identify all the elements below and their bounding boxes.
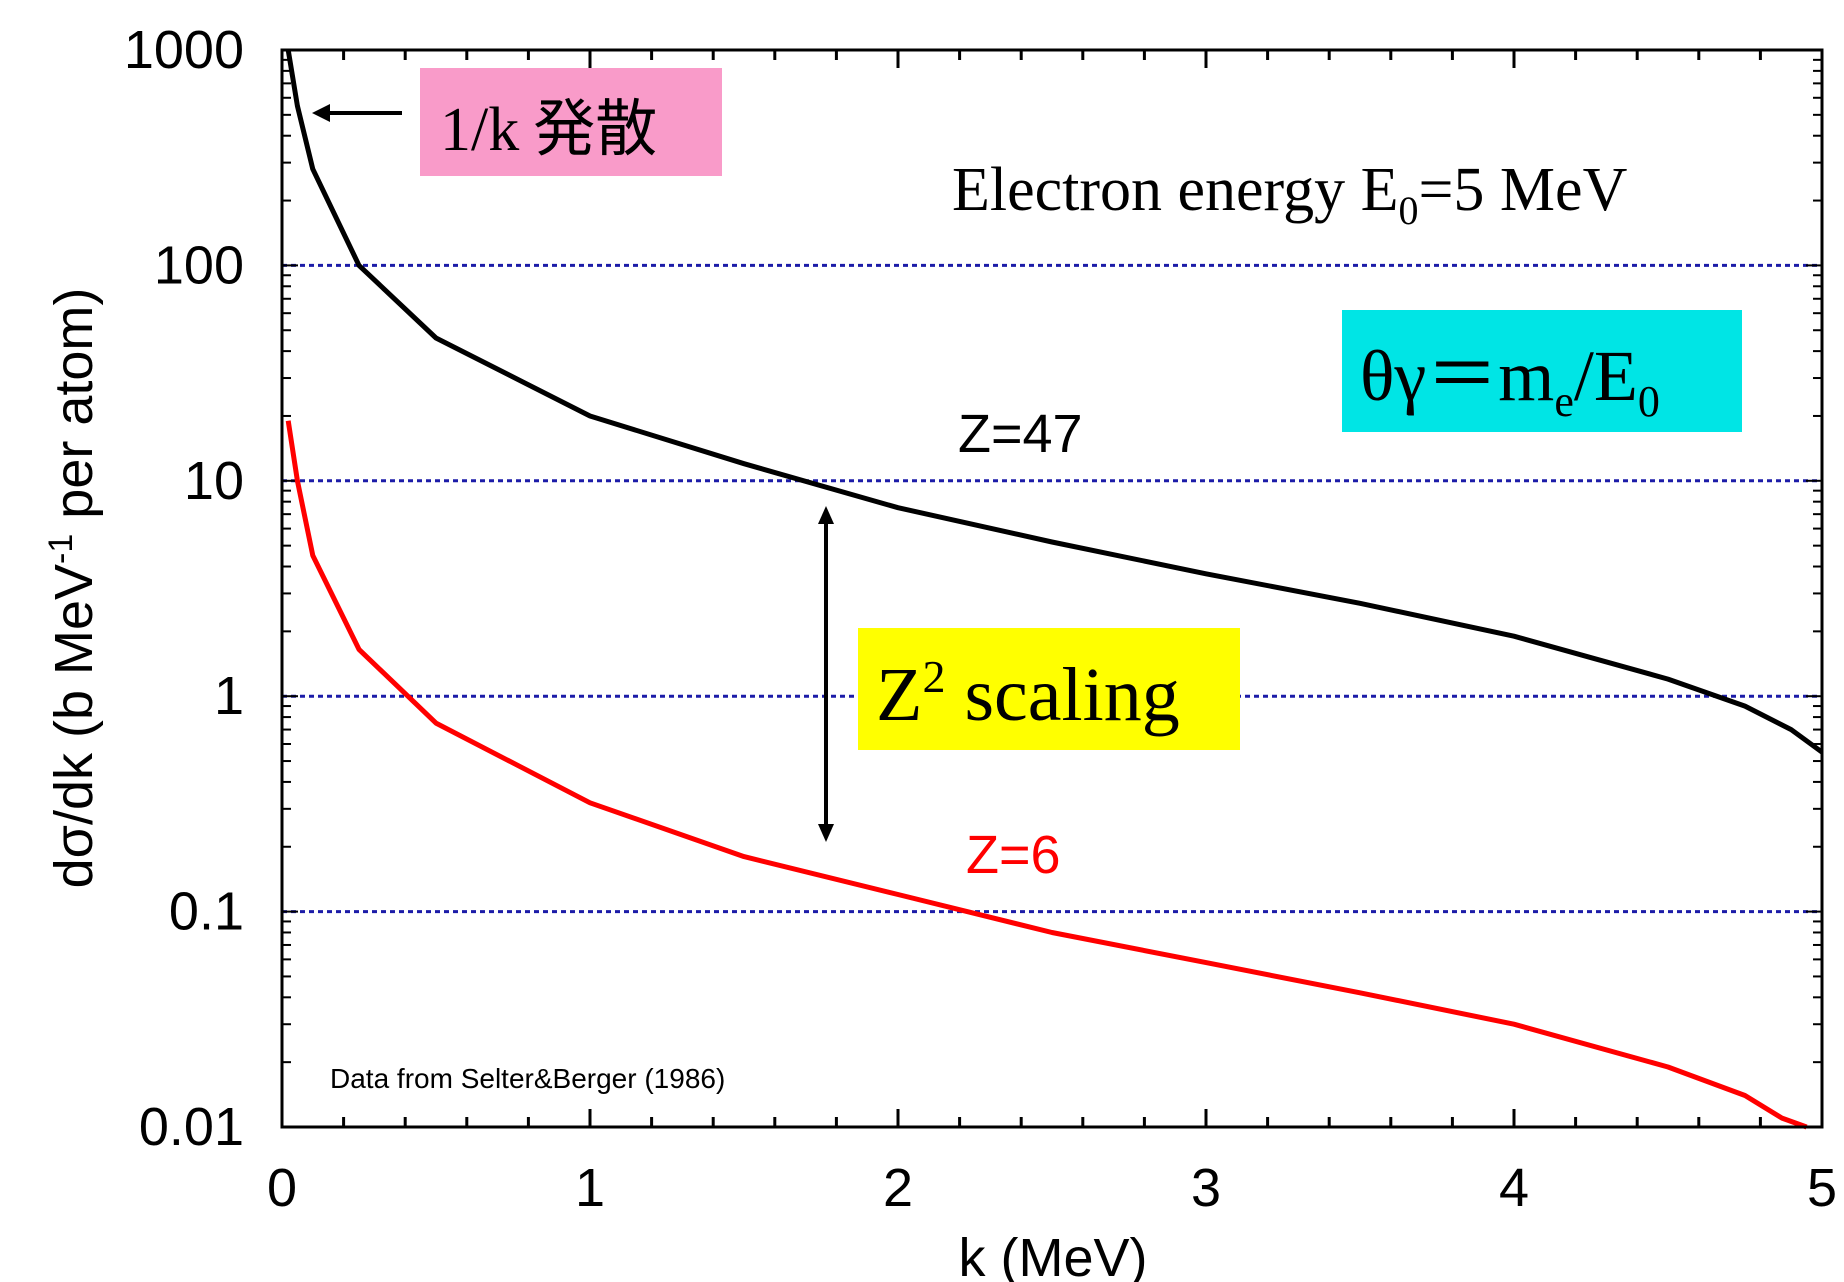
scaling-arrowhead-up xyxy=(818,506,834,524)
y-tick-label: 1000 xyxy=(124,20,244,80)
y-axis-label-main: dσ/dk (b MeV xyxy=(44,564,104,888)
scaling-label-box xyxy=(858,628,1240,750)
y-tick-label: 0.01 xyxy=(139,1097,244,1157)
x-tick-label: 2 xyxy=(883,1158,913,1218)
x-tick-label: 3 xyxy=(1191,1158,1221,1218)
theta-mid: /E xyxy=(1574,336,1638,416)
axis-ticks xyxy=(280,50,1824,1128)
scaling-arrowhead-down xyxy=(818,824,834,842)
y-axis-label: dσ/dk (b MeV-1 per atom) xyxy=(42,288,104,889)
y-tick-label: 0.1 xyxy=(169,882,244,942)
y-axis-label-sup: -1 xyxy=(42,534,80,564)
divergence-label-main: 1/k xyxy=(440,96,519,164)
series-label-z47: Z=47 xyxy=(958,404,1083,464)
divergence-arrowhead xyxy=(312,104,330,122)
x-tick-label: 0 xyxy=(267,1158,297,1218)
theta-prefix: θγ＝m xyxy=(1360,336,1554,416)
x-tick-labels: 0 1 2 3 4 5 xyxy=(267,1158,1837,1218)
divergence-annotation: 1/k 発散 xyxy=(312,68,722,176)
theta-label: θγ＝me/E0 xyxy=(1360,336,1660,426)
theta-sub2: 0 xyxy=(1638,377,1660,426)
energy-sub: 0 xyxy=(1398,188,1418,233)
y-axis-label-tail: per atom) xyxy=(44,288,104,534)
scaling-tail: scaling xyxy=(945,653,1179,737)
theta-sub1: e xyxy=(1554,377,1574,426)
series-group xyxy=(285,49,1824,1130)
energy-prefix: Electron energy E xyxy=(952,156,1398,224)
plot-frame xyxy=(280,48,1824,1129)
scaling-annotation: Z2 scaling xyxy=(818,506,1240,842)
divergence-label-jp: 発散 xyxy=(533,95,657,164)
series-line-z47 xyxy=(285,49,1824,755)
y-tick-labels: 0.01 0.1 1 10 100 1000 xyxy=(124,20,244,1157)
scaling-main: Z xyxy=(876,653,922,737)
y-tick-label: 100 xyxy=(154,235,244,295)
y-tick-label: 10 xyxy=(184,451,244,511)
divergence-label: 1/k 発散 xyxy=(440,95,657,164)
x-tick-label: 5 xyxy=(1807,1158,1837,1218)
scaling-sup: 2 xyxy=(922,651,945,702)
energy-annotation: Electron energy E0=5 MeV xyxy=(952,156,1628,233)
x-axis-label: k (MeV) xyxy=(959,1228,1148,1282)
theta-annotation: θγ＝me/E0 xyxy=(1342,310,1742,432)
scaling-label: Z2 scaling xyxy=(876,651,1180,737)
x-tick-label: 1 xyxy=(575,1158,605,1218)
series-label-z6: Z=6 xyxy=(966,825,1061,885)
x-tick-label: 4 xyxy=(1499,1158,1529,1218)
divergence-label-box xyxy=(420,68,722,176)
source-note: Data from Selter&Berger (1986) xyxy=(330,1063,725,1094)
energy-suffix: =5 MeV xyxy=(1418,156,1627,224)
series-line-z6 xyxy=(285,420,1808,1130)
y-tick-label: 1 xyxy=(214,666,244,726)
theta-label-box xyxy=(1342,310,1742,432)
